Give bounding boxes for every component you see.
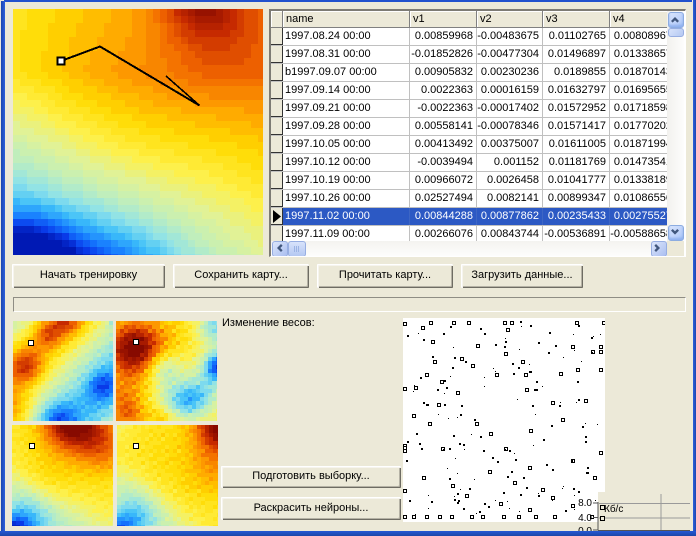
svg-text:Кб/с: Кб/с [604, 503, 623, 515]
svg-text:8.0: 8.0 [578, 498, 592, 509]
svg-text:4.0: 4.0 [578, 513, 592, 524]
